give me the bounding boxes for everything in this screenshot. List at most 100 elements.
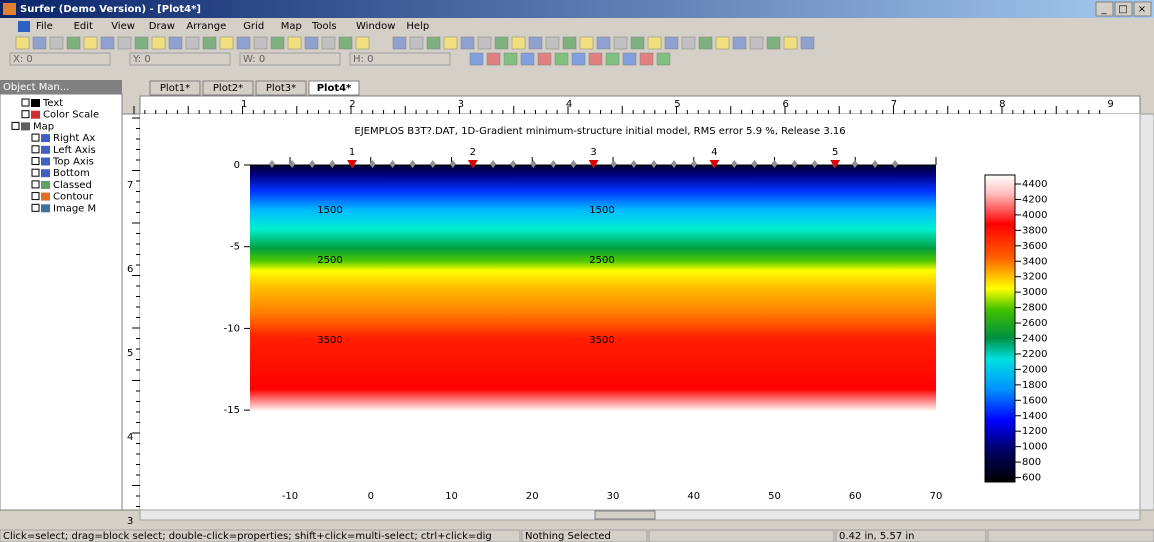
- object-item[interactable]: Bottom: [53, 168, 90, 179]
- plot-tab[interactable]: [308, 80, 360, 96]
- menu-item[interactable]: Grid: [243, 21, 264, 32]
- vertical-scrollbar[interactable]: [1139, 113, 1154, 511]
- toolbar-icon[interactable]: [443, 36, 458, 50]
- toolbar-icon[interactable]: [469, 52, 484, 66]
- toolbar-icon[interactable]: [460, 36, 475, 50]
- toolbar-icon[interactable]: [656, 52, 671, 66]
- checkbox[interactable]: [31, 192, 40, 201]
- toolbar-icon[interactable]: [554, 52, 569, 66]
- plot-tab[interactable]: [255, 80, 307, 96]
- object-item[interactable]: Map: [33, 121, 54, 132]
- menu-item[interactable]: Map: [281, 21, 302, 32]
- window-button[interactable]: [1095, 1, 1114, 17]
- checkbox[interactable]: [21, 110, 30, 119]
- menu-item[interactable]: Help: [406, 21, 429, 32]
- toolbar-icon[interactable]: [236, 36, 251, 50]
- toolbar-icon[interactable]: [32, 36, 47, 50]
- toolbar-icon[interactable]: [486, 52, 501, 66]
- object-item[interactable]: Color Scale: [43, 110, 99, 121]
- toolbar-icon[interactable]: [511, 36, 526, 50]
- toolbar-icon[interactable]: [579, 36, 594, 50]
- toolbar-icon[interactable]: [630, 36, 645, 50]
- toolbar-icon[interactable]: [355, 36, 370, 50]
- toolbar-icon[interactable]: [537, 52, 552, 66]
- toolbar-icon[interactable]: [766, 36, 781, 50]
- toolbar-icon[interactable]: [338, 36, 353, 50]
- toolbar-icon[interactable]: [134, 36, 149, 50]
- checkbox[interactable]: [31, 168, 40, 177]
- menu-item[interactable]: View: [111, 21, 135, 32]
- checkbox[interactable]: [31, 180, 40, 189]
- checkbox[interactable]: [31, 145, 40, 154]
- tab-label[interactable]: Plot2*: [213, 83, 243, 94]
- toolbar-icon[interactable]: [698, 36, 713, 50]
- toolbar-icon[interactable]: [588, 52, 603, 66]
- toolbar-icon[interactable]: [49, 36, 64, 50]
- scroll-thumb[interactable]: [594, 510, 656, 520]
- menu-item[interactable]: Arrange: [186, 21, 226, 32]
- toolbar-icon[interactable]: [545, 36, 560, 50]
- toolbar-icon[interactable]: [321, 36, 336, 50]
- plot-tab[interactable]: [202, 80, 254, 96]
- toolbar-icon[interactable]: [83, 36, 98, 50]
- toolbar-icon[interactable]: [622, 52, 637, 66]
- toolbar-icon[interactable]: [571, 52, 586, 66]
- toolbar-icon[interactable]: [613, 36, 628, 50]
- toolbar-icon[interactable]: [800, 36, 815, 50]
- menu-item[interactable]: Edit: [74, 21, 93, 32]
- toolbar-icon[interactable]: [304, 36, 319, 50]
- menu-item[interactable]: Tools: [311, 21, 337, 32]
- checkbox[interactable]: [31, 157, 40, 165]
- toolbar-icon[interactable]: [168, 36, 183, 50]
- toolbar-icon[interactable]: [202, 36, 217, 50]
- toolbar-icon[interactable]: [732, 36, 747, 50]
- menu-item[interactable]: Draw: [149, 21, 175, 32]
- object-item[interactable]: Image M: [53, 203, 96, 214]
- object-item[interactable]: Contour: [53, 192, 94, 203]
- toolbar-icon[interactable]: [596, 36, 611, 50]
- menu-item[interactable]: Window: [356, 21, 395, 32]
- object-item[interactable]: Top Axis: [52, 157, 94, 168]
- plot-tab[interactable]: [149, 80, 201, 96]
- toolbar-icon[interactable]: [520, 52, 535, 66]
- toolbar-icon[interactable]: [100, 36, 115, 50]
- checkbox[interactable]: [31, 203, 40, 212]
- toolbar-icon[interactable]: [503, 52, 518, 66]
- toolbar-icon[interactable]: [647, 36, 662, 50]
- toolbar-icon[interactable]: [66, 36, 81, 50]
- toolbar-icon[interactable]: [151, 36, 166, 50]
- checkbox[interactable]: [11, 121, 20, 130]
- toolbar-icon[interactable]: [185, 36, 200, 50]
- toolbar-icon[interactable]: [749, 36, 764, 50]
- toolbar-icon[interactable]: [15, 36, 30, 50]
- toolbar-icon[interactable]: [477, 36, 492, 50]
- checkbox[interactable]: [21, 98, 30, 107]
- toolbar-icon[interactable]: [783, 36, 798, 50]
- object-item[interactable]: Text: [42, 98, 63, 109]
- window-button[interactable]: [1114, 1, 1133, 17]
- toolbar-icon[interactable]: [681, 36, 696, 50]
- object-item[interactable]: Right Ax: [53, 133, 95, 144]
- toolbar-icon[interactable]: [664, 36, 679, 50]
- tab-label[interactable]: Plot1*: [160, 83, 190, 94]
- toolbar-icon[interactable]: [409, 36, 424, 50]
- tab-label[interactable]: Plot3*: [266, 83, 296, 94]
- object-item[interactable]: Classed: [53, 180, 92, 191]
- object-item[interactable]: Left Axis: [53, 145, 96, 156]
- toolbar-icon[interactable]: [605, 52, 620, 66]
- toolbar-icon[interactable]: [494, 36, 509, 50]
- toolbar-icon[interactable]: [253, 36, 268, 50]
- toolbar-icon[interactable]: [562, 36, 577, 50]
- menu-item[interactable]: File: [36, 21, 53, 32]
- toolbar-icon[interactable]: [392, 36, 407, 50]
- toolbar-icon[interactable]: [715, 36, 730, 50]
- tab-label[interactable]: Plot4*: [317, 83, 352, 94]
- toolbar-icon[interactable]: [639, 52, 654, 66]
- toolbar-icon[interactable]: [219, 36, 234, 50]
- toolbar-icon[interactable]: [117, 36, 132, 50]
- toolbar-icon[interactable]: [426, 36, 441, 50]
- toolbar-icon[interactable]: [287, 36, 302, 50]
- checkbox[interactable]: [31, 133, 40, 142]
- toolbar-icon[interactable]: [270, 36, 285, 50]
- toolbar-icon[interactable]: [528, 36, 543, 50]
